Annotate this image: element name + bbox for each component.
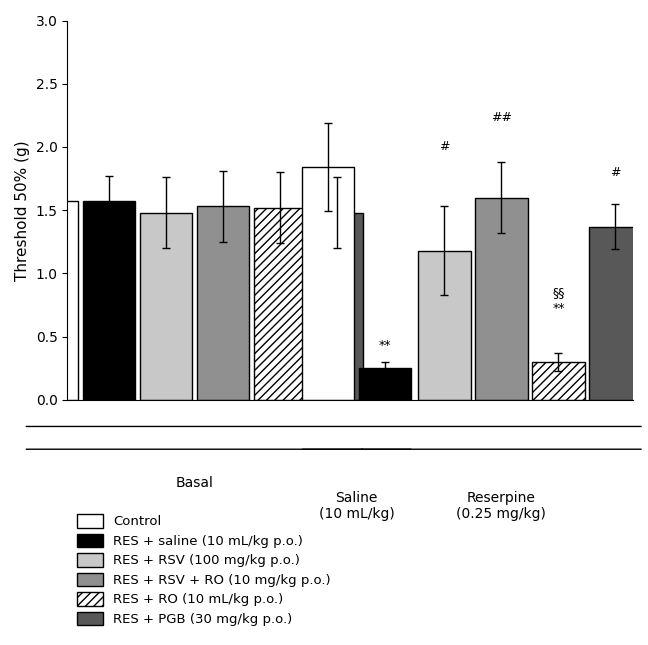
Text: Reserpine
(0.25 mg/kg): Reserpine (0.25 mg/kg) [456,491,546,521]
Bar [83,201,135,400]
Bar [418,251,470,400]
Bar [197,206,249,400]
Bar [302,167,354,400]
Text: #: # [610,166,621,179]
Legend: Control, RES + saline (10 mL/kg p.o.), RES + RSV (100 mg/kg p.o.), RES + RSV + R: Control, RES + saline (10 mL/kg p.o.), R… [74,511,334,628]
Y-axis label: Threshold 50% (g): Threshold 50% (g) [15,140,30,281]
Text: Saline
(10 mL/kg): Saline (10 mL/kg) [319,491,395,521]
Bar [254,208,307,400]
Bar [589,226,642,400]
Bar [532,362,584,400]
Text: ##: ## [491,111,512,124]
Text: Basal: Basal [176,476,213,490]
Bar [140,213,192,400]
Bar [26,201,78,400]
Text: §§: §§ [552,286,564,299]
Bar [475,197,527,400]
Bar [311,213,364,400]
Text: **: ** [379,339,391,352]
Text: **: ** [552,302,564,315]
Bar [359,368,411,400]
Text: #: # [439,141,450,154]
